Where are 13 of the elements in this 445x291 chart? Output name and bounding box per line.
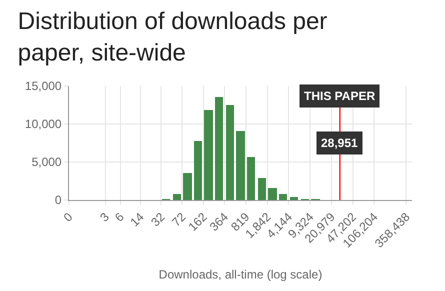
x-tick-label: 0 [60, 210, 76, 224]
y-tick-label: 10,000 [24, 117, 62, 132]
x-axis-title: Downloads, all-time (log scale) [158, 267, 322, 282]
y-tick-label: 15,000 [24, 79, 62, 94]
chart-title: Distribution of downloads per paper, site-wide [18, 8, 328, 66]
ref-line-label: 28,951 [321, 136, 358, 150]
y-tick-label: 5,000 [32, 155, 62, 170]
annotation: THIS PAPER [304, 89, 376, 103]
y-tick-label: 0 [54, 193, 62, 208]
x-tick-label: 32 [148, 210, 168, 230]
x-tick-label: 6 [112, 210, 127, 224]
x-tick-label: 14 [127, 210, 147, 230]
x-tick-label: 3 [97, 210, 112, 224]
